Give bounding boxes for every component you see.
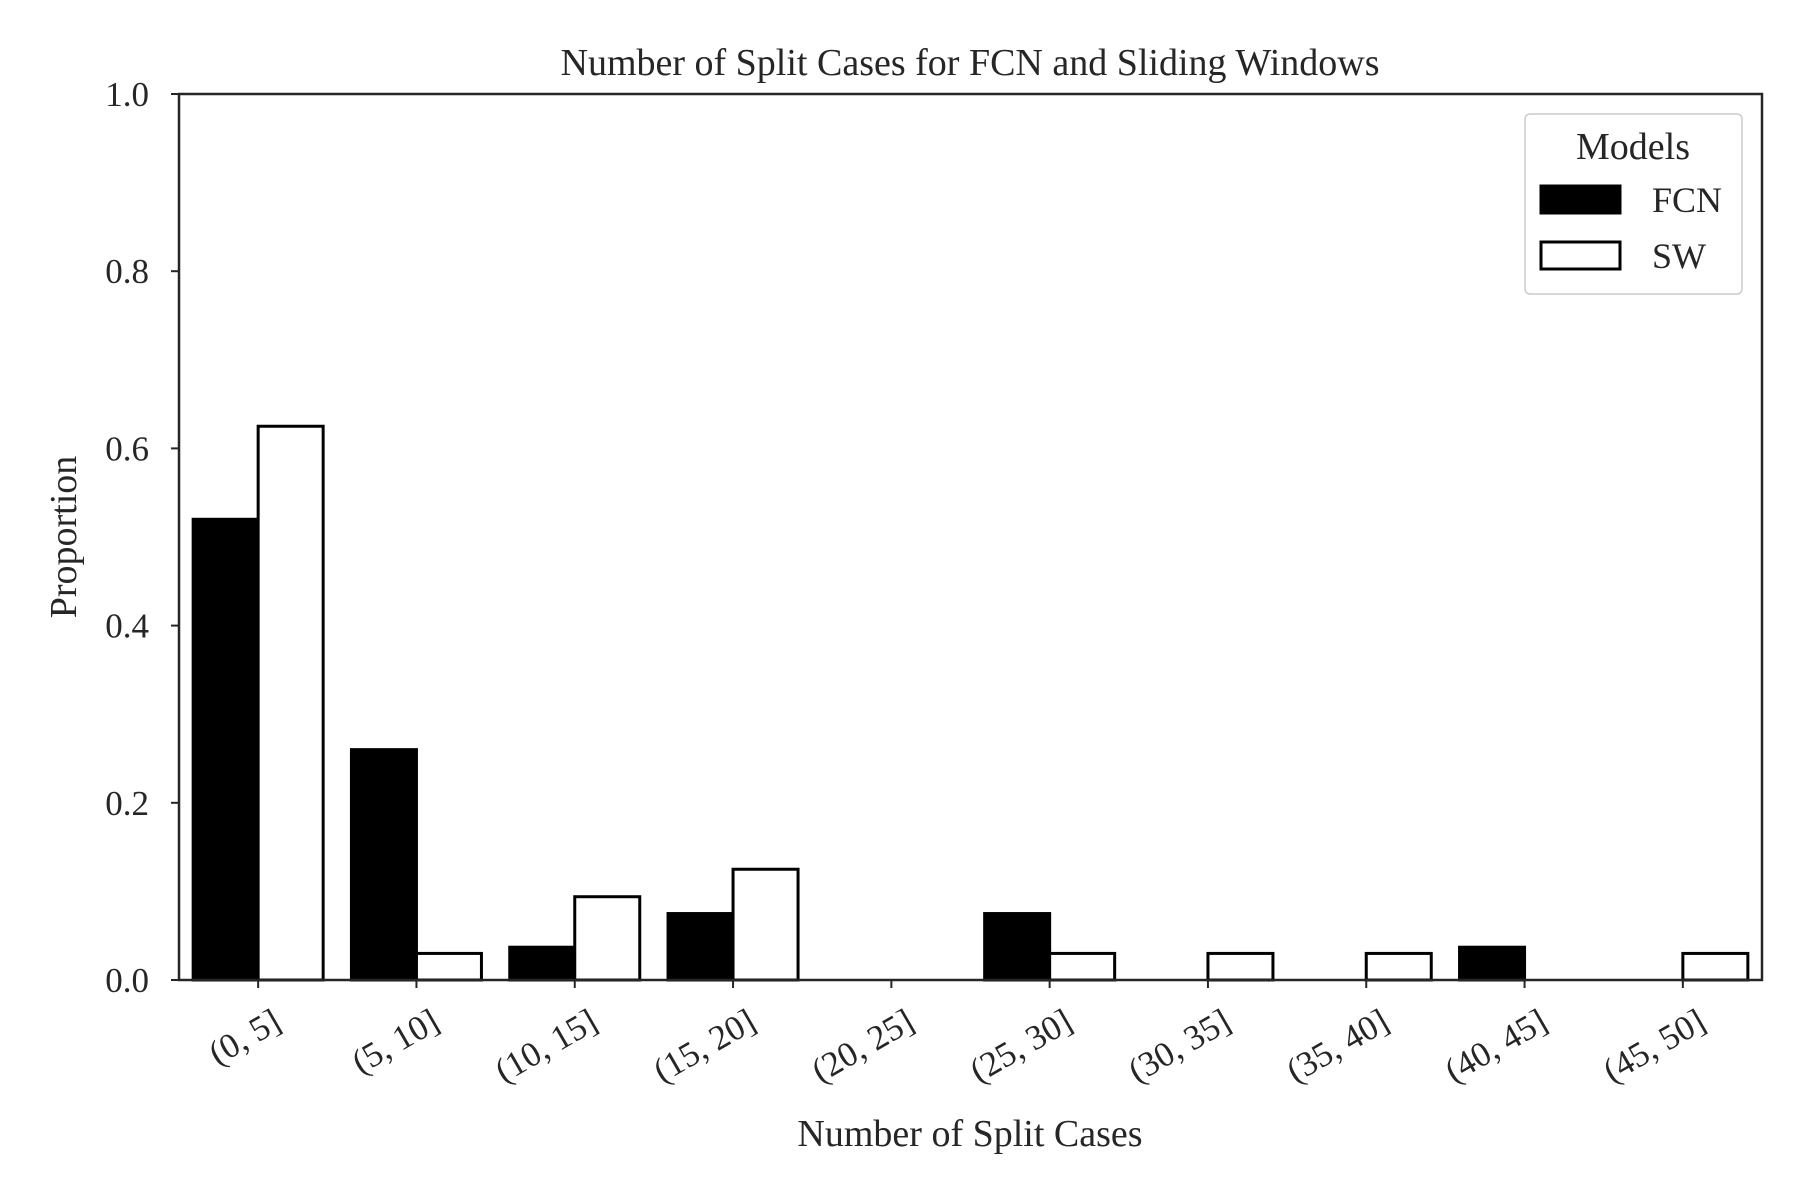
bar-fcn-0 xyxy=(191,517,260,982)
bar-sw-2 xyxy=(573,895,642,982)
legend-title: Models xyxy=(1576,126,1690,168)
bar-fcn-1 xyxy=(349,748,418,982)
legend-entries: FCN SW xyxy=(1539,180,1722,276)
y-tick-label: 0.2 xyxy=(105,784,149,823)
y-axis-ticks: 0.0 0.2 0.4 0.6 0.8 1.0 xyxy=(105,75,179,1000)
bar-fcn-2 xyxy=(508,945,577,982)
bar-fcn-3 xyxy=(666,912,735,982)
bar-sw-9 xyxy=(1681,951,1750,982)
legend-label-fcn: FCN xyxy=(1652,180,1722,220)
bar-sw-6 xyxy=(1206,951,1275,982)
bars-layer xyxy=(191,424,1750,982)
bar-sw-1 xyxy=(414,951,483,982)
bar-sw-5 xyxy=(1048,951,1117,982)
legend-swatch-fcn xyxy=(1539,184,1622,215)
bar-sw-0 xyxy=(256,424,325,982)
bar-fcn-8 xyxy=(1458,945,1527,982)
legend-swatch-sw xyxy=(1539,240,1622,271)
y-tick-label: 0.8 xyxy=(105,252,149,291)
bar-sw-7 xyxy=(1364,951,1433,982)
bar-fcn-5 xyxy=(983,912,1052,982)
y-axis-label: Proportion xyxy=(43,456,85,619)
y-tick-label: 0.0 xyxy=(105,961,149,1000)
chart-title: Number of Split Cases for FCN and Slidin… xyxy=(561,42,1380,84)
x-axis-label: Number of Split Cases xyxy=(797,1113,1142,1155)
legend: Models FCN SW xyxy=(1524,113,1743,295)
y-tick-label: 0.4 xyxy=(105,607,149,646)
y-tick-label: 0.6 xyxy=(105,429,149,468)
legend-label-sw: SW xyxy=(1652,236,1706,276)
y-tick-label: 1.0 xyxy=(105,75,149,114)
plot-frame xyxy=(177,92,1764,982)
bar-sw-3 xyxy=(731,867,800,982)
